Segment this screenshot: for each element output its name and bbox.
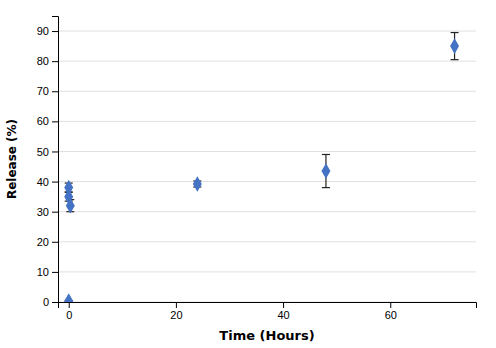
y-axis-tick-mark: [52, 212, 58, 213]
y-axis-tick-label: 10: [37, 266, 49, 278]
y-axis-tick-mark: [52, 121, 58, 122]
y-axis-tick: 0: [43, 296, 58, 308]
x-axis-tick: 0: [66, 302, 72, 321]
x-axis-title: Time (Hours): [219, 328, 314, 343]
y-axis-tick-mark: [52, 61, 58, 62]
error-bar-cap: [322, 187, 330, 188]
x-axis-tick-label: 0: [66, 309, 72, 321]
point: [450, 38, 459, 54]
point: [66, 198, 75, 214]
y-axis-tick-label: 50: [37, 145, 49, 157]
x-axis-line: [59, 303, 477, 309]
grid-line: [58, 31, 476, 32]
y-axis-tick-label: 90: [37, 25, 49, 37]
x-axis-tick-mark: [69, 302, 70, 308]
y-axis-tick-mark: [52, 91, 58, 92]
grid-line: [58, 91, 476, 92]
grid-line: [58, 241, 476, 242]
grid-line: [58, 211, 476, 212]
y-axis-tick-label: 20: [37, 236, 49, 248]
grid-line: [58, 151, 476, 152]
x-axis-tick-mark: [283, 302, 284, 308]
y-axis-tick: 20: [37, 236, 58, 248]
error-bar-cap: [451, 59, 459, 60]
x-axis-tick-mark: [390, 302, 391, 308]
y-axis-tick: 40: [37, 176, 58, 188]
error-bar: [322, 154, 330, 187]
y-axis: 0 10 20 30 40 50 60 70 80 90: [37, 17, 59, 309]
grid-line: [58, 181, 476, 182]
y-axis-tick: 60: [37, 115, 58, 127]
point: [64, 293, 73, 302]
x-axis-tick: 20: [170, 302, 182, 321]
grid: [58, 31, 476, 302]
y-axis-tick: 10: [37, 266, 58, 278]
point: [193, 176, 202, 192]
x-axis: 0 20 40 60: [59, 302, 477, 321]
y-axis-tick-mark: [52, 302, 58, 303]
y-axis-tick-mark: [52, 272, 58, 273]
y-axis-tick-label: 0: [43, 296, 49, 308]
plot: 0 20 40 60 0 10 20 30 40 50 60 70 80 90: [37, 17, 477, 321]
y-axis-tick-mark: [52, 182, 58, 183]
y-axis-title: Release (%): [5, 119, 19, 199]
y-axis-tick-label: 30: [37, 206, 49, 218]
y-axis-tick-label: 80: [37, 55, 49, 67]
grid-line: [58, 61, 476, 62]
point: [321, 163, 330, 179]
y-axis-tick: 30: [37, 206, 58, 218]
y-axis-tick-mark: [52, 151, 58, 152]
y-axis-tick-mark: [52, 31, 58, 32]
y-axis-line: [52, 17, 59, 303]
y-axis-tick: 70: [37, 85, 58, 97]
grid-line: [58, 271, 476, 272]
marks: [64, 33, 459, 302]
x-axis-tick-mark: [176, 302, 177, 308]
grid-line: [58, 121, 476, 122]
x-axis-tick: 40: [277, 302, 289, 321]
x-axis-tick-label: 40: [277, 309, 289, 321]
y-axis-tick-label: 60: [37, 115, 49, 127]
x-axis-tick: 60: [385, 302, 397, 321]
x-axis-tick-label: 20: [170, 309, 182, 321]
y-axis-tick: 80: [37, 55, 58, 67]
error-bar: [451, 33, 459, 60]
y-axis-tick-mark: [52, 242, 58, 243]
y-axis-tick: 90: [37, 25, 58, 37]
y-axis-tick: 50: [37, 145, 58, 157]
y-axis-tick-label: 40: [37, 176, 49, 188]
chart: 0 20 40 60 0 10 20 30 40 50 60 70 80 90 Time (Hours) Re…: [0, 0, 496, 348]
error-bar-cap: [322, 154, 330, 155]
x-axis-tick-label: 60: [385, 309, 397, 321]
error-bar-cap: [451, 32, 459, 33]
y-axis-tick-label: 70: [37, 85, 49, 97]
